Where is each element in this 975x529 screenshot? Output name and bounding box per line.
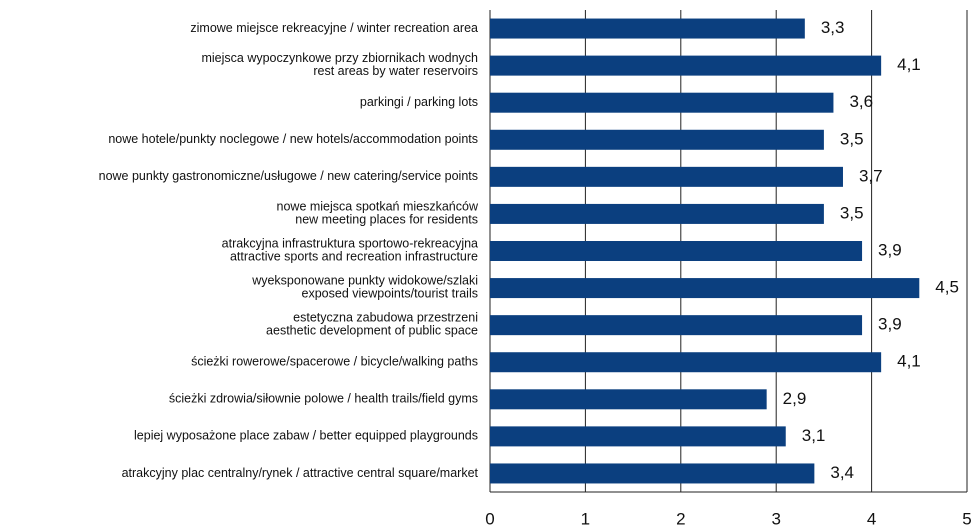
data-label: 3,1 (802, 426, 826, 445)
x-tick-label: 4 (867, 509, 876, 528)
bar (490, 352, 882, 373)
data-label: 3,7 (859, 166, 883, 185)
x-tick-label: 2 (676, 509, 685, 528)
x-tick-label: 5 (962, 509, 971, 528)
y-tick-label: lepiej wyposażone place zabaw / better e… (134, 429, 478, 443)
y-tick-label: miejsca wypoczynkowe przy zbiornikach wo… (201, 51, 478, 78)
data-label: 3,3 (821, 18, 845, 37)
bar (490, 426, 786, 447)
data-label: 4,1 (897, 352, 921, 371)
x-tick-label: 0 (485, 509, 494, 528)
data-label: 3,9 (878, 315, 902, 334)
bar (490, 315, 863, 336)
data-label: 3,5 (840, 203, 864, 222)
y-tick-label: ścieżki rowerowe/spacerowe / bicycle/wal… (191, 355, 478, 369)
x-tick-label: 3 (771, 509, 780, 528)
bar (490, 55, 882, 76)
bar (490, 241, 863, 261)
y-tick-label: zimowe miejsce rekreacyjne / winter recr… (190, 21, 478, 35)
bar (490, 389, 767, 410)
bar (490, 278, 920, 299)
y-tick-label: wyeksponowane punkty widokowe/szlaki expo… (251, 274, 478, 301)
bar (490, 92, 834, 113)
bar (490, 166, 843, 187)
y-tick-label: nowe hotele/punkty noclegowe / new hotel… (108, 132, 478, 146)
y-tick-label: atrakcyjna infrastruktura sportowo-rekre… (222, 237, 478, 264)
y-tick-label: nowe miejsca spotkań mieszkańców new meet… (277, 200, 479, 227)
y-tick-label: atrakcyjny plac centralny/rynek / attrac… (122, 466, 479, 480)
bar (490, 203, 824, 224)
y-tick-label: parkingi / parking lots (360, 95, 478, 109)
x-tick-label: 1 (581, 509, 590, 528)
data-label: 3,5 (840, 129, 864, 148)
data-label: 3,6 (849, 92, 873, 111)
y-tick-label: nowe punkty gastronomiczne/usługowe / ne… (99, 169, 478, 183)
data-label: 4,5 (935, 278, 959, 297)
bar (490, 129, 824, 150)
data-label: 3,4 (830, 463, 854, 482)
y-tick-label: ścieżki zdrowia/siłownie polowe / health… (169, 392, 478, 406)
data-label: 3,9 (878, 240, 902, 259)
y-tick-label: estetyczna zabudowa przestrzeni aesthetic… (266, 311, 478, 338)
data-label: 2,9 (783, 389, 807, 408)
data-label: 4,1 (897, 55, 921, 74)
bar (490, 463, 815, 484)
bar (490, 18, 805, 39)
